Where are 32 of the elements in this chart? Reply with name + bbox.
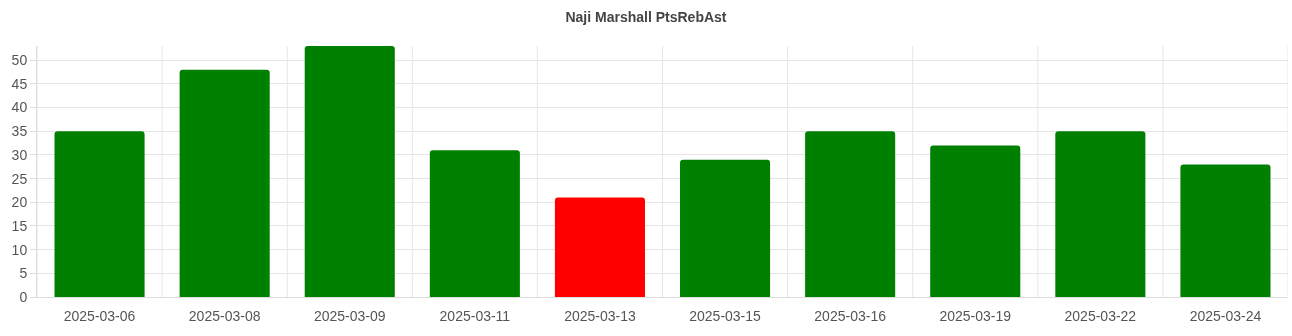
y-tick-label: 15 [11, 217, 28, 234]
y-tick-label: 25 [11, 170, 28, 187]
bar [1180, 164, 1271, 297]
y-tick-label: 45 [11, 75, 28, 92]
x-tick-label: 2025-03-16 [814, 307, 887, 324]
y-tick-label: 0 [19, 288, 28, 305]
bar [179, 69, 270, 297]
x-tick-label: 2025-03-11 [439, 307, 511, 324]
x-tick-label: 2025-03-13 [564, 307, 636, 324]
bar [805, 131, 896, 297]
bar [304, 46, 395, 297]
x-tick-label: 2025-03-24 [1189, 307, 1262, 324]
y-tick-label: 20 [11, 194, 28, 211]
chart-title: Naji Marshall PtsRebAst [565, 8, 727, 25]
x-tick-label: 2025-03-19 [939, 307, 1012, 324]
bar [1055, 131, 1146, 297]
bar [429, 150, 520, 297]
y-tick-label: 30 [11, 146, 28, 163]
y-tick-label: 40 [11, 99, 28, 116]
bar [554, 197, 645, 297]
x-tick-label: 2025-03-06 [63, 307, 136, 324]
x-tick-label: 2025-03-09 [313, 307, 386, 324]
x-tick-label: 2025-03-08 [188, 307, 261, 324]
bar [54, 131, 145, 297]
x-tick-label: 2025-03-22 [1064, 307, 1137, 324]
y-tick-label: 50 [11, 52, 28, 69]
y-tick-label: 5 [19, 265, 28, 282]
x-tick-label: 2025-03-15 [689, 307, 762, 324]
bar [680, 159, 771, 297]
bar [930, 145, 1021, 297]
y-tick-label: 10 [11, 241, 28, 258]
y-tick-label: 35 [11, 123, 28, 140]
